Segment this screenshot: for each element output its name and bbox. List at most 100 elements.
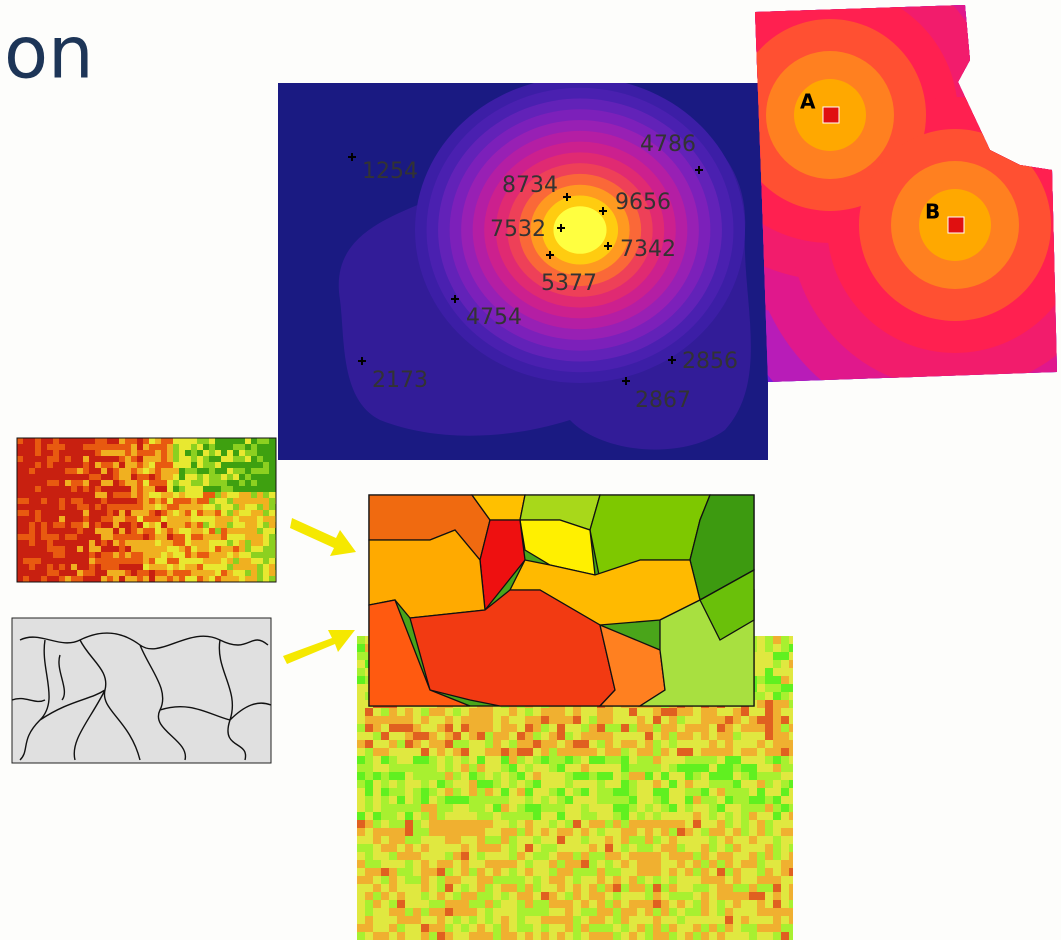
- texture-cell: [107, 492, 113, 498]
- texture-cell: [413, 868, 421, 876]
- texture-cell: [709, 852, 717, 860]
- texture-cell: [47, 438, 53, 444]
- texture-cell: [257, 564, 263, 570]
- texture-cell: [227, 570, 233, 576]
- texture-cell: [781, 716, 789, 724]
- texture-cell: [717, 772, 725, 780]
- texture-cell: [661, 764, 669, 772]
- texture-cell: [125, 480, 131, 486]
- texture-cell: [95, 576, 101, 582]
- texture-cell: [765, 780, 773, 788]
- texture-cell: [573, 932, 581, 940]
- texture-cell: [469, 868, 477, 876]
- texture-cell: [53, 450, 59, 456]
- texture-cell: [53, 516, 59, 522]
- texture-cell: [661, 796, 669, 804]
- texture-cell: [257, 438, 263, 444]
- texture-cell: [501, 764, 509, 772]
- texture-cell: [239, 462, 245, 468]
- texture-cell: [453, 900, 461, 908]
- texture-cell: [757, 724, 765, 732]
- texture-cell: [269, 462, 275, 468]
- texture-cell: [789, 644, 793, 652]
- texture-cell: [29, 552, 35, 558]
- texture-cell: [477, 740, 485, 748]
- texture-cell: [757, 772, 765, 780]
- texture-cell: [29, 468, 35, 474]
- texture-cell: [501, 820, 509, 828]
- texture-cell: [781, 852, 789, 860]
- texture-cell: [71, 552, 77, 558]
- texture-cell: [501, 780, 509, 788]
- texture-cell: [209, 456, 215, 462]
- texture-cell: [477, 932, 485, 940]
- texture-cell: [53, 486, 59, 492]
- texture-cell: [725, 884, 733, 892]
- texture-cell: [637, 788, 645, 796]
- texture-cell: [501, 716, 509, 724]
- texture-cell: [541, 884, 549, 892]
- texture-cell: [185, 462, 191, 468]
- texture-cell: [789, 820, 793, 828]
- texture-cell: [781, 916, 789, 924]
- texture-cell: [477, 852, 485, 860]
- texture-cell: [781, 804, 789, 812]
- texture-cell: [765, 828, 773, 836]
- texture-cell: [381, 844, 389, 852]
- texture-cell: [509, 812, 517, 820]
- texture-cell: [421, 756, 429, 764]
- texture-cell: [709, 820, 717, 828]
- texture-cell: [653, 908, 661, 916]
- texture-cell: [53, 522, 59, 528]
- texture-cell: [209, 558, 215, 564]
- texture-cell: [77, 438, 83, 444]
- texture-cell: [357, 684, 365, 692]
- texture-cell: [549, 780, 557, 788]
- texture-cell: [621, 924, 629, 932]
- texture-cell: [493, 780, 501, 788]
- texture-cell: [167, 474, 173, 480]
- texture-cell: [661, 852, 669, 860]
- texture-cell: [557, 892, 565, 900]
- texture-cell: [781, 772, 789, 780]
- texture-cell: [167, 510, 173, 516]
- texture-cell: [149, 510, 155, 516]
- texture-cell: [233, 552, 239, 558]
- texture-cell: [445, 900, 453, 908]
- texture-cell: [541, 836, 549, 844]
- texture-cell: [41, 510, 47, 516]
- texture-cell: [453, 860, 461, 868]
- texture-cell: [573, 884, 581, 892]
- texture-cell: [621, 804, 629, 812]
- texture-cell: [17, 492, 23, 498]
- texture-cell: [251, 576, 257, 582]
- texture-cell: [525, 788, 533, 796]
- texture-cell: [83, 552, 89, 558]
- texture-cell: [209, 546, 215, 552]
- texture-cell: [725, 916, 733, 924]
- texture-cell: [357, 804, 365, 812]
- texture-cell: [397, 748, 405, 756]
- texture-cell: [89, 570, 95, 576]
- texture-cell: [23, 546, 29, 552]
- texture-cell: [71, 492, 77, 498]
- texture-cell: [203, 498, 209, 504]
- texture-cell: [661, 908, 669, 916]
- texture-cell: [533, 796, 541, 804]
- texture-cell: [653, 828, 661, 836]
- arrow: [283, 630, 355, 664]
- texture-cell: [621, 756, 629, 764]
- texture-cell: [397, 932, 405, 940]
- texture-cell: [533, 908, 541, 916]
- texture-cell: [131, 444, 137, 450]
- texture-cell: [41, 564, 47, 570]
- point-label: 1254: [362, 159, 418, 184]
- texture-cell: [445, 756, 453, 764]
- texture-cell: [59, 456, 65, 462]
- texture-cell: [741, 724, 749, 732]
- texture-cell: [637, 772, 645, 780]
- texture-cell: [653, 916, 661, 924]
- texture-cell: [669, 820, 677, 828]
- texture-cell: [197, 546, 203, 552]
- texture-cell: [685, 916, 693, 924]
